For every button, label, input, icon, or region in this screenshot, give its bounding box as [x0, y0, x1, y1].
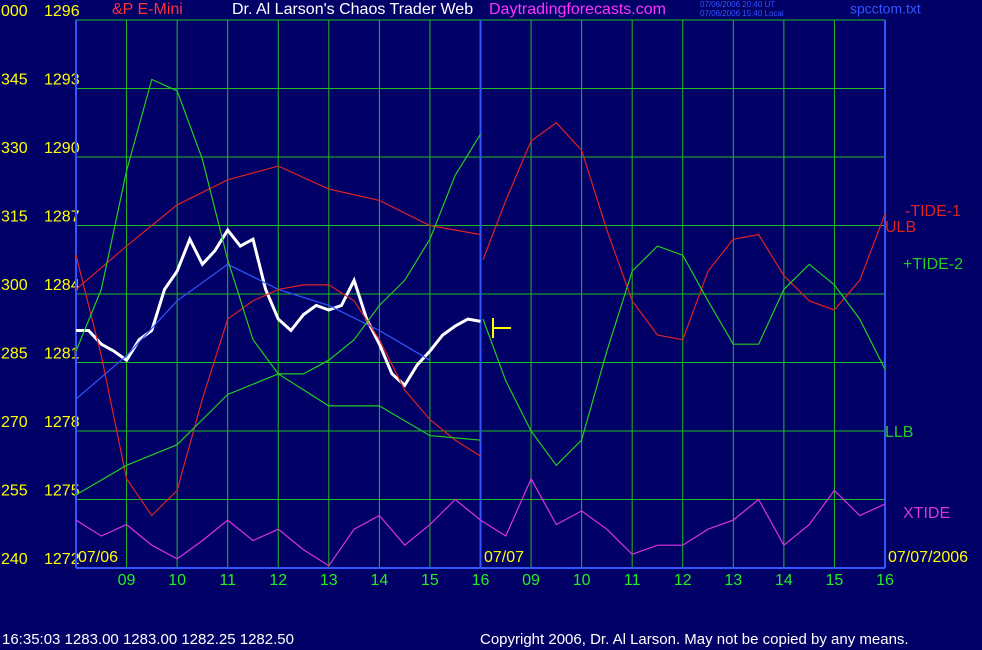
y-tick-label: 1287: [44, 209, 80, 226]
file-name: spcctom.txt: [850, 1, 921, 17]
x-tick-label: 14: [775, 572, 793, 589]
x-tick-label: 11: [624, 572, 641, 589]
date-label: 07/07: [484, 549, 524, 566]
angle-label: 240: [1, 551, 28, 568]
series-line: [75, 122, 886, 517]
y-tick-label: 1272: [44, 551, 80, 568]
angle-label: 315: [1, 209, 28, 226]
series-label: LLB: [885, 424, 913, 441]
last-price-marker: [492, 318, 511, 338]
x-tick-label: 13: [724, 572, 742, 589]
series-label: XTIDE: [903, 505, 950, 522]
x-tick-label: 15: [826, 572, 844, 589]
angle-label: 270: [1, 414, 28, 431]
site: Daytradingforecasts.com: [489, 1, 666, 18]
x-tick-label: 11: [219, 572, 236, 589]
x-tick-label: 12: [269, 572, 287, 589]
series-line: [75, 165, 481, 290]
y-tick-label: 1281: [44, 346, 80, 363]
angle-label: 285: [1, 346, 28, 363]
x-tick-label: 15: [421, 572, 439, 589]
x-tick-label: 13: [320, 572, 338, 589]
x-tick-label: 12: [674, 572, 692, 589]
angle-label: 345: [1, 72, 28, 89]
y-tick-label: 1278: [44, 414, 80, 431]
series-line: [75, 373, 481, 496]
angle-label: 000: [1, 3, 28, 20]
y-tick-label: 1284: [44, 277, 80, 294]
copyright: Copyright 2006, Dr. Al Larson. May not b…: [480, 631, 909, 648]
instrument: &P E-Mini: [112, 1, 183, 18]
date-label: 07/07/2006: [888, 549, 968, 566]
timestamp: 07/06/2006 20:40 UT: [700, 0, 775, 9]
x-tick-label: 16: [472, 572, 490, 589]
y-tick-label: 1275: [44, 483, 80, 500]
x-tick-label: 10: [573, 572, 591, 589]
x-tick-label: 09: [118, 572, 136, 589]
series-label: ULB: [885, 219, 916, 236]
angle-label: 300: [1, 277, 28, 294]
series-label: +TIDE-2: [903, 256, 963, 273]
chart-title: Dr. Al Larson's Chaos Trader Web: [232, 1, 473, 18]
angle-label: 330: [1, 140, 28, 157]
y-tick-label: 1290: [44, 140, 80, 157]
angle-label: 255: [1, 483, 28, 500]
timestamp: 07/06/2006 15:40 Local: [700, 9, 784, 18]
y-tick-label: 1296: [44, 3, 80, 20]
x-tick-label: 14: [370, 572, 388, 589]
series-label: -TIDE-1: [905, 203, 961, 220]
x-tick-label: 10: [168, 572, 186, 589]
x-tick-label: 16: [876, 572, 894, 589]
y-tick-label: 1293: [44, 72, 80, 89]
x-tick-label: 09: [522, 572, 540, 589]
date-label: 07/06: [78, 549, 118, 566]
status-line: 16:35:03 1283.00 1283.00 1282.25 1282.50: [2, 631, 294, 648]
series-line: [75, 477, 886, 567]
